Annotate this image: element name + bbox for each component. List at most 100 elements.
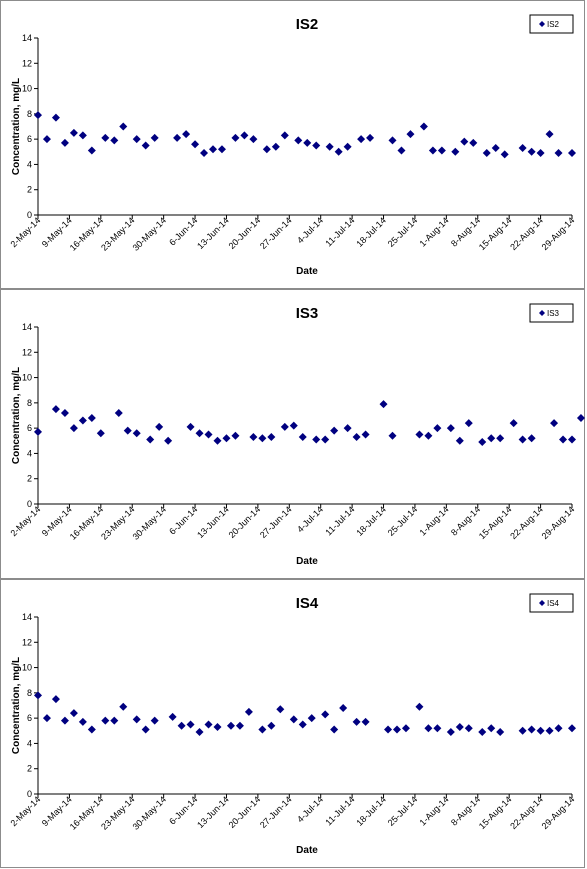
legend-marker (539, 310, 545, 316)
x-tick-label: 6-Jun-14 (167, 794, 199, 826)
data-point (455, 722, 464, 731)
y-tick-label: 2 (27, 474, 32, 484)
legend-box (529, 593, 574, 613)
data-point (217, 145, 226, 154)
data-point (276, 705, 285, 714)
legend-label: IS3 (547, 309, 560, 318)
y-tick-label: 0 (27, 499, 32, 509)
data-point (114, 408, 123, 417)
y-tick-label: 10 (22, 663, 32, 673)
data-point (527, 434, 536, 443)
data-point (267, 721, 276, 730)
data-point (244, 707, 253, 716)
x-tick-label: 13-Jun-14 (195, 794, 231, 830)
data-point (482, 149, 491, 158)
x-tick-label: 22-Aug-14 (508, 215, 545, 252)
chart-svg: IS2024681012142-May-149-May-1416-May-142… (8, 14, 576, 277)
x-tick-label: 13-Jun-14 (195, 215, 231, 251)
data-point (249, 135, 258, 144)
x-tick-label: 30-May-14 (131, 504, 168, 541)
data-point (312, 435, 321, 444)
data-point (60, 138, 69, 147)
data-point (168, 712, 177, 721)
legend-box (529, 303, 574, 323)
chart-svg: IS4024681012142-May-149-May-1416-May-142… (8, 593, 576, 856)
data-point (34, 111, 42, 120)
data-point (186, 422, 195, 431)
data-point (437, 146, 446, 155)
x-tick-label: 13-Jun-14 (195, 504, 231, 540)
y-tick-label: 8 (27, 398, 32, 408)
data-point (325, 142, 334, 151)
data-point (101, 716, 110, 725)
x-tick-label: 2-May-14 (8, 504, 42, 538)
data-point (262, 145, 271, 154)
data-point (433, 724, 442, 733)
legend: IS3 (529, 303, 574, 323)
x-tick-label: 27-Jun-14 (258, 504, 294, 540)
data-point (132, 135, 141, 144)
data-point (132, 715, 141, 724)
data-point (496, 728, 505, 737)
y-axis-title: Concentration, mg/L (11, 657, 22, 754)
data-point (433, 424, 442, 433)
data-point (312, 141, 321, 150)
data-point (401, 724, 410, 733)
data-point (334, 147, 343, 156)
x-tick-label: 20-Jun-14 (227, 215, 263, 251)
x-tick-label: 20-Jun-14 (227, 504, 263, 540)
data-point (240, 131, 249, 140)
chart-title: IS4 (296, 595, 319, 612)
data-point (78, 131, 87, 140)
data-point (509, 419, 518, 428)
data-point (460, 137, 469, 146)
data-point (568, 724, 576, 733)
data-point (568, 435, 576, 444)
x-tick-label: 22-Aug-14 (508, 794, 545, 831)
data-point (195, 728, 204, 737)
y-tick-label: 14 (22, 612, 32, 622)
data-point (518, 435, 527, 444)
data-point (568, 149, 576, 158)
data-point (60, 408, 69, 417)
data-point (307, 714, 316, 723)
data-point (96, 429, 105, 438)
data-point (554, 149, 563, 158)
y-tick-label: 14 (22, 322, 32, 332)
y-tick-label: 0 (27, 210, 32, 220)
x-tick-label: 15-Aug-14 (477, 215, 514, 252)
data-point (321, 435, 330, 444)
y-tick-label: 4 (27, 448, 32, 458)
data-points (34, 111, 576, 159)
data-point (258, 725, 267, 734)
data-point (258, 434, 267, 443)
data-point (213, 722, 222, 731)
data-point (231, 431, 240, 440)
legend-marker (539, 21, 545, 27)
data-point (289, 421, 298, 430)
data-point (69, 709, 78, 718)
data-point (392, 725, 401, 734)
y-tick-label: 8 (27, 109, 32, 119)
data-point (343, 142, 352, 151)
data-point (491, 143, 500, 152)
legend-box (529, 14, 574, 34)
data-point (343, 424, 352, 433)
data-point (550, 419, 559, 428)
data-point (146, 435, 155, 444)
legend: IS4 (529, 593, 574, 613)
x-tick-label: 18-Jul-14 (354, 504, 388, 538)
data-point (545, 130, 554, 139)
data-point (141, 725, 150, 734)
data-point (87, 146, 96, 155)
data-point (186, 720, 195, 729)
data-point (141, 141, 150, 150)
x-tick-label: 2-May-14 (8, 794, 42, 828)
data-point (330, 426, 339, 435)
data-point (132, 429, 141, 438)
chart-panel-is3: IS3 0 2 4 6 8 10 12 14 2-May-14 9-May-14 16-May-14 2… (0, 289, 585, 579)
y-tick-label: 12 (22, 347, 32, 357)
data-point (51, 405, 60, 414)
data-point (554, 724, 563, 733)
x-tick-label: 27-Jun-14 (258, 215, 294, 251)
